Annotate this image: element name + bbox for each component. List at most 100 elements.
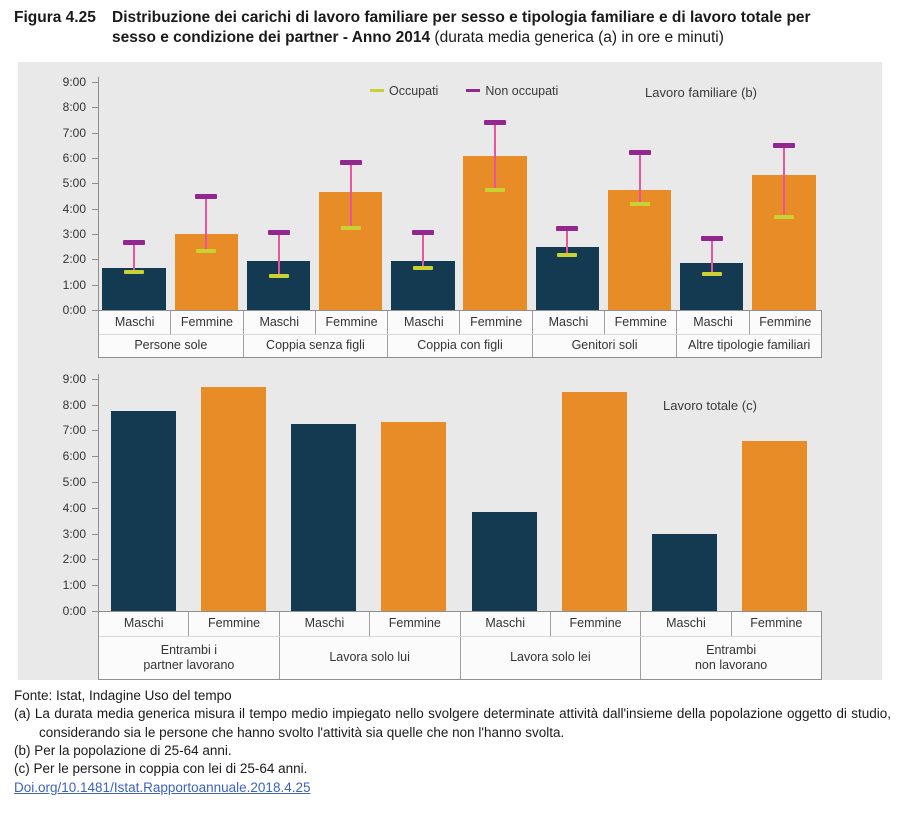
occupati-marker [340,225,361,230]
y-tick-mark [92,183,98,185]
y-tick-mark [92,533,98,535]
group-label: Entrambi i partner lavorano [99,636,280,679]
figure-title-note: (durata media generica (a) in ore e minu… [430,29,724,47]
chart-lavoro-totale: 9:00 8:00 7:00 6:00 5:00 4:00 3:00 2:00 1:00 0:00… [18,62,882,680]
y-tick-mark [92,482,98,484]
y-tick-label: 7:00 [62,423,86,438]
y-tick-mark [92,309,98,311]
sex-label: Maschi [677,310,750,334]
figure-title: Distribuzione dei carichi di lavoro fami… [112,8,818,49]
occupati-marker [701,272,722,277]
occupati-marker [629,202,650,207]
y-tick-mark [92,107,98,109]
errorbar-line [494,122,497,190]
y-tick-label: 4:00 [62,500,86,515]
group-label: Coppia senza figli [244,334,389,357]
y-tick-mark [92,259,98,261]
non-occupati-marker [195,193,218,199]
sex-label: Maschi [461,611,551,636]
bar-femmine [742,441,808,611]
doi-link[interactable]: Doi.org/10.1481/Istat.Rapportoannuale.20… [14,779,311,795]
sex-label: Femmine [171,310,244,334]
sex-label: Maschi [388,310,461,334]
y-tick-mark [92,430,98,432]
sex-label: Femmine [370,611,461,636]
bar-femmine [200,387,266,611]
footnote-a: (a) La durata media generica misura il t… [14,706,891,740]
sex-label: Maschi [99,310,172,334]
y-tick-label: 1:00 [62,277,86,292]
group-label: Lavora solo lei [461,636,642,679]
y-tick-label: 0:00 [62,302,86,317]
group-label: Coppia con figli [388,334,533,357]
sex-label: Maschi [244,310,316,334]
category-axis-table: Maschi Femmine Maschi Femmine Maschi Femmine M… [98,309,822,358]
chart-title: Lavoro totale (c) [663,397,757,413]
legend-item-occupati: Occupati [370,84,438,98]
non-occupati-marker [556,225,579,231]
y-tick-mark [92,610,98,612]
bar-maschi [535,246,600,310]
bar-femmine [381,421,447,611]
y-tick-label: 6:00 [62,150,86,165]
y-tick-mark [92,208,98,210]
y-axis-line [98,373,99,611]
y-tick-label: 4:00 [62,201,86,216]
sex-label: Femmine [759,314,812,329]
group-label: Persone sole [99,334,244,357]
group-label: Genitori soli [533,334,678,357]
footnote-b: (b) Per la popolazione di 25-64 anni. [14,742,232,758]
legend-dash-icon [370,89,384,93]
bar-maschi [471,512,537,611]
sex-label: Femmine [750,616,803,631]
group-label: Entrambi non lavorano [694,642,768,672]
occupati-marker [268,274,289,279]
y-tick-label: 0:00 [62,603,86,618]
occupati-marker [412,265,433,270]
source-line: Fonte: Istat, Indagine Uso del tempo [14,687,232,703]
y-tick-label: 2:00 [62,552,86,567]
non-occupati-marker [267,229,290,235]
bar-maschi [291,424,357,611]
y-tick-label: 6:00 [62,449,86,464]
y-tick-label: 2:00 [62,252,86,267]
y-tick-label: 3:00 [62,526,86,541]
y-tick-label: 5:00 [62,475,86,490]
legend-label: Occupati [389,83,439,98]
legend-item-non-occupati: Non occupati [466,84,558,98]
y-tick-mark [92,157,98,159]
non-occupati-marker [123,240,146,246]
figure-title-main: Distribuzione dei carichi di lavoro fami… [112,9,811,47]
y-tick-mark [92,378,98,380]
group-label-row: Entrambi i partner lavorano Lavora solo lu… [99,636,821,679]
y-tick-mark [92,404,98,406]
footnote-c: (c) Per le persone in coppia con lei di … [14,761,308,777]
errorbar-line [277,231,280,277]
chart-title: Lavoro familiare (b) [645,84,757,100]
category-axis-table: Maschi Femmine Maschi Femmine Maschi Femmine M… [98,610,822,680]
y-axis-line [98,76,99,310]
sex-label-row: Maschi Femmine Maschi Femmine Maschi Femmine M… [99,310,821,335]
y-tick-mark [92,81,98,83]
bar-maschi [652,533,718,611]
y-tick-mark [92,559,98,561]
y-tick-mark [92,507,98,509]
sex-label: Femmine [316,310,389,334]
occupati-marker [557,253,578,258]
errorbar-line [782,145,785,217]
y-tick-mark [92,284,98,286]
occupati-marker [196,248,217,253]
bar-femmine [607,189,672,310]
sex-label: Femmine [605,310,678,334]
y-tick-label: 3:00 [62,226,86,241]
sex-label: Femmine [189,611,280,636]
errorbar-line [349,162,352,228]
y-tick-label: 1:00 [62,578,86,593]
sex-label: Femmine [460,310,533,334]
bar-maschi [102,267,166,310]
y-tick-label: 9:00 [62,371,86,386]
figure-header: Figura 4.25 Distribuzione dei carichi di… [0,0,905,49]
errorbar-line [421,231,424,268]
y-tick-label: 7:00 [62,125,86,140]
